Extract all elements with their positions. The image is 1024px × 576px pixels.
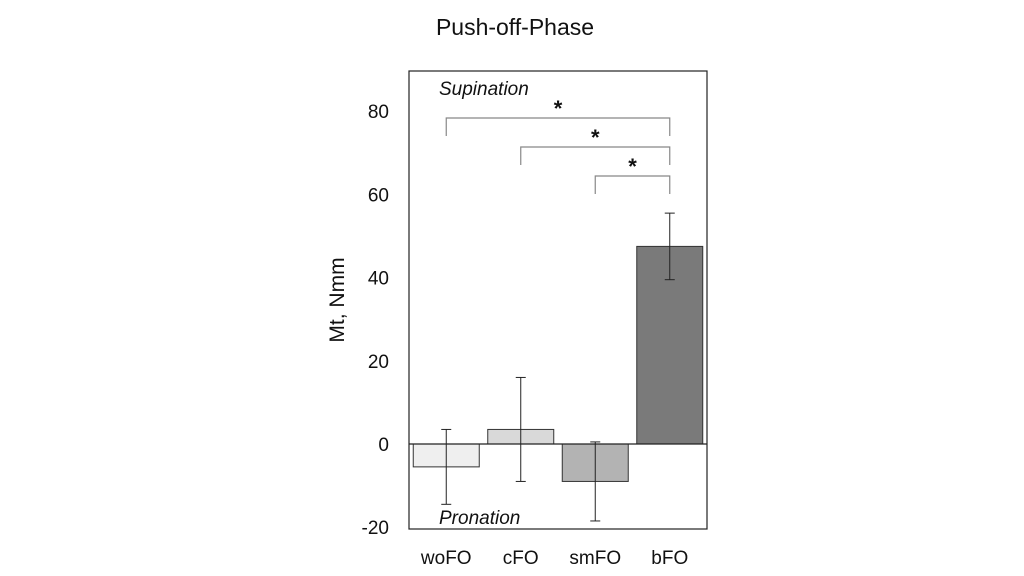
- pronation-annotation: Pronation: [439, 508, 520, 529]
- error-bar-woFO: [441, 428, 452, 505]
- x-category-label: bFO: [651, 548, 688, 569]
- y-tick-label: 40: [368, 269, 389, 290]
- significance-bracket: *: [594, 154, 671, 194]
- significance-bracket: *: [445, 96, 671, 136]
- supination-annotation: Supination: [439, 79, 529, 100]
- error-bars-group: [441, 212, 675, 522]
- significance-brackets: * * *: [445, 96, 671, 194]
- y-tick-label: -20: [362, 518, 389, 539]
- chart-title: Push-off-Phase: [436, 14, 594, 40]
- x-category-label: woFO: [420, 548, 472, 569]
- y-tick-label: 80: [368, 102, 389, 123]
- significance-star: *: [554, 96, 563, 121]
- y-tick-label: 60: [368, 185, 389, 206]
- error-bar-bFO: [664, 212, 675, 281]
- significance-star: *: [591, 125, 600, 150]
- error-bar-smFO: [590, 441, 601, 522]
- significance-star: *: [628, 154, 637, 179]
- bars-group: [412, 245, 704, 482]
- x-category-label: cFO: [503, 548, 539, 569]
- error-bar-cFO: [515, 376, 526, 482]
- y-axis-label: Mt, Nmm: [326, 257, 349, 342]
- plot-frame: [408, 70, 708, 530]
- x-axis-labels: woFO cFO smFO bFO: [420, 548, 688, 569]
- y-axis-ticks: -20 0 20 40 60 80: [362, 102, 389, 539]
- x-category-label: smFO: [569, 548, 621, 569]
- y-tick-label: 20: [368, 352, 389, 373]
- y-tick-label: 0: [378, 435, 389, 456]
- significance-bracket: *: [520, 125, 671, 165]
